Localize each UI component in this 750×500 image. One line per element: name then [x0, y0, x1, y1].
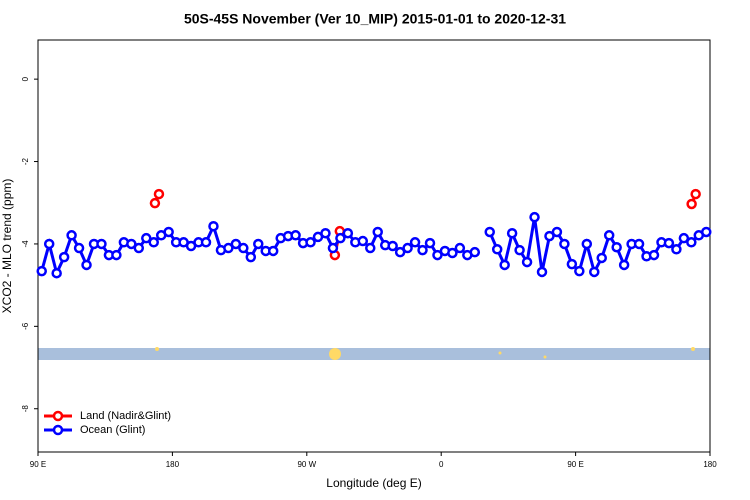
data-point: [432, 249, 443, 261]
data-point: [43, 238, 55, 250]
data-point: [551, 226, 563, 238]
data-point: [305, 237, 316, 248]
data-point: [58, 251, 70, 263]
y-tick-label: -8: [21, 405, 30, 413]
data-point: [238, 242, 249, 254]
data-point: [200, 237, 212, 248]
data-point: [469, 246, 481, 258]
data-point: [402, 242, 413, 254]
data-point: [633, 238, 645, 250]
chart-title: 50S-45S November (Ver 10_MIP) 2015-01-01…: [184, 11, 566, 27]
data-point: [357, 235, 369, 247]
x-tick-label: 90 E: [567, 460, 583, 469]
data-point: [230, 238, 242, 250]
data-point: [73, 242, 85, 254]
data-point: [66, 230, 77, 241]
legend-label: Ocean (Glint): [80, 424, 145, 436]
data-point: [447, 247, 458, 259]
data-point: [327, 242, 339, 254]
data-point: [581, 238, 593, 250]
data-point: [148, 237, 159, 248]
data-point: [320, 227, 331, 239]
data-point: [686, 198, 697, 210]
legend-label: Land (Nadir&Glint): [80, 410, 171, 422]
data-point: [51, 267, 62, 279]
data-point: [491, 244, 503, 255]
data-point: [81, 259, 92, 271]
data-point: [245, 251, 257, 263]
surface-dot: [691, 347, 695, 351]
y-tick-label: -6: [21, 322, 30, 330]
x-tick-label: 90 W: [297, 460, 316, 469]
data-point: [365, 242, 376, 254]
data-point: [514, 244, 525, 256]
x-tick-label: 90 E: [30, 460, 46, 469]
data-point: [499, 259, 510, 271]
data-point: [372, 226, 383, 238]
data-point: [536, 266, 548, 278]
data-point: [611, 241, 622, 253]
x-tick-label: 180: [166, 460, 180, 469]
data-point: [149, 197, 161, 209]
data-point: [290, 230, 301, 241]
data-point: [335, 232, 346, 244]
data-point: [96, 238, 107, 250]
legend-marker: [52, 424, 64, 436]
data-point: [589, 266, 600, 278]
data-point: [394, 246, 406, 258]
data-point: [544, 230, 555, 242]
data-point: [506, 227, 518, 239]
data-point: [559, 238, 570, 250]
data-point: [686, 237, 697, 248]
surface-dot: [329, 348, 341, 360]
data-point: [678, 232, 690, 244]
x-axis-label: Longitude (deg E): [326, 476, 421, 490]
x-tick-label: 180: [703, 460, 717, 469]
legend-marker: [52, 410, 64, 422]
data-point: [618, 259, 630, 271]
data-point: [141, 232, 152, 244]
data-point: [223, 242, 234, 254]
data-point: [417, 244, 428, 256]
data-point: [208, 220, 219, 232]
data-point: [153, 188, 165, 200]
surface-dot: [155, 347, 159, 351]
data-point: [529, 211, 540, 223]
data-point: [566, 258, 578, 270]
data-point: [133, 242, 145, 254]
y-tick-label: -4: [21, 240, 30, 248]
data-point: [663, 237, 675, 249]
y-tick-label: 0: [21, 76, 30, 81]
data-point: [409, 237, 421, 248]
data-point: [267, 245, 279, 257]
data-point: [521, 256, 533, 268]
data-point: [424, 237, 436, 249]
y-tick-label: -2: [21, 157, 30, 165]
data-point: [342, 227, 354, 239]
data-point: [574, 265, 585, 277]
data-point: [484, 226, 495, 238]
data-point: [454, 242, 466, 254]
data-point: [701, 226, 712, 238]
surface-band: [38, 348, 710, 360]
data-point: [648, 249, 660, 261]
data-point: [671, 244, 682, 255]
data-point: [163, 226, 174, 238]
x-tick-label: 0: [439, 460, 444, 469]
data-point: [253, 238, 264, 250]
data-point: [36, 265, 47, 277]
y-axis-label: XCO2 - MLO trend (ppm): [0, 179, 14, 314]
data-point: [596, 252, 607, 264]
surface-dot: [498, 351, 502, 355]
data-point: [690, 188, 701, 200]
data-point: [126, 238, 137, 250]
data-point: [603, 230, 615, 241]
surface-dot: [543, 355, 547, 359]
data-point: [111, 249, 122, 261]
data-point: [387, 240, 398, 252]
plot-frame: [37, 39, 711, 453]
